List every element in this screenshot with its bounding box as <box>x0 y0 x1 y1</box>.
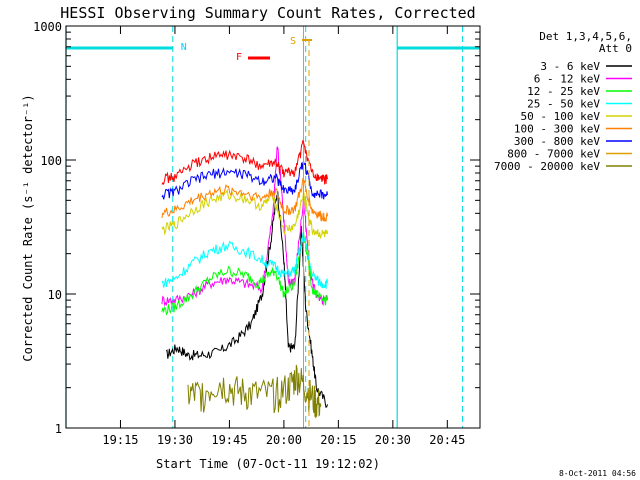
series-line-4 <box>161 188 328 239</box>
x-tick-label-0: 19:15 <box>102 433 138 447</box>
series-line-0 <box>165 191 328 408</box>
legend-label-2: 12 - 25 keV <box>527 85 600 98</box>
y-tick-label-0: 1 <box>55 422 62 436</box>
y-axis-label: Corrected Count Rate (s⁻¹ detector⁻¹) <box>21 94 35 361</box>
flag-n-label: N <box>181 42 187 53</box>
series-line-3 <box>161 232 328 289</box>
legend-label-1: 6 - 12 keV <box>534 73 601 86</box>
series-line-1 <box>161 146 328 307</box>
series-line-6 <box>161 159 328 200</box>
x-axis: 19:15 19:30 19:45 20:00 20:15 20:30 20:45 <box>102 26 465 447</box>
legend-title-1: Det 1,3,4,5,6, <box>539 30 632 43</box>
legend-label-7: 800 - 7000 keV <box>507 148 600 161</box>
x-axis-label: Start Time (07-Oct-11 19:12:02) <box>156 457 380 471</box>
legend-label-8: 7000 - 20000 keV <box>494 160 600 173</box>
timestamp-footer: 8-Oct-2011 04:56 <box>559 469 636 478</box>
x-tick-label-2: 19:45 <box>211 433 247 447</box>
legend-label-6: 300 - 800 keV <box>514 135 600 148</box>
legend-title-2: Att 0 <box>599 42 632 55</box>
chart-title: HESSI Observing Summary Count Rates, Cor… <box>60 4 475 22</box>
legend-label-5: 100 - 300 keV <box>514 123 600 136</box>
series-line-5 <box>161 177 328 222</box>
legend-label-3: 25 - 50 keV <box>527 98 600 111</box>
series-layer <box>161 26 328 428</box>
y-axis: 1 10 100 1000 <box>33 20 480 436</box>
x-tick-label-4: 20:15 <box>320 433 356 447</box>
flag-s-label: S <box>290 36 296 47</box>
legend-label-4: 50 - 100 keV <box>521 110 601 123</box>
y-tick-label-1: 10 <box>48 288 62 302</box>
legend-label-0: 3 - 6 keV <box>540 60 600 73</box>
series-line-9 <box>161 140 328 186</box>
x-tick-label-3: 20:00 <box>266 433 302 447</box>
flag-f-label: F <box>236 52 242 63</box>
x-tick-label-5: 20:30 <box>375 433 411 447</box>
x-tick-label-1: 19:30 <box>157 433 193 447</box>
y-tick-label-3: 1000 <box>33 20 62 34</box>
flag-markers: N F S <box>181 36 312 428</box>
y-tick-label-2: 100 <box>40 154 62 168</box>
plot-frame <box>65 25 481 429</box>
x-tick-label-6: 20:45 <box>429 433 465 447</box>
